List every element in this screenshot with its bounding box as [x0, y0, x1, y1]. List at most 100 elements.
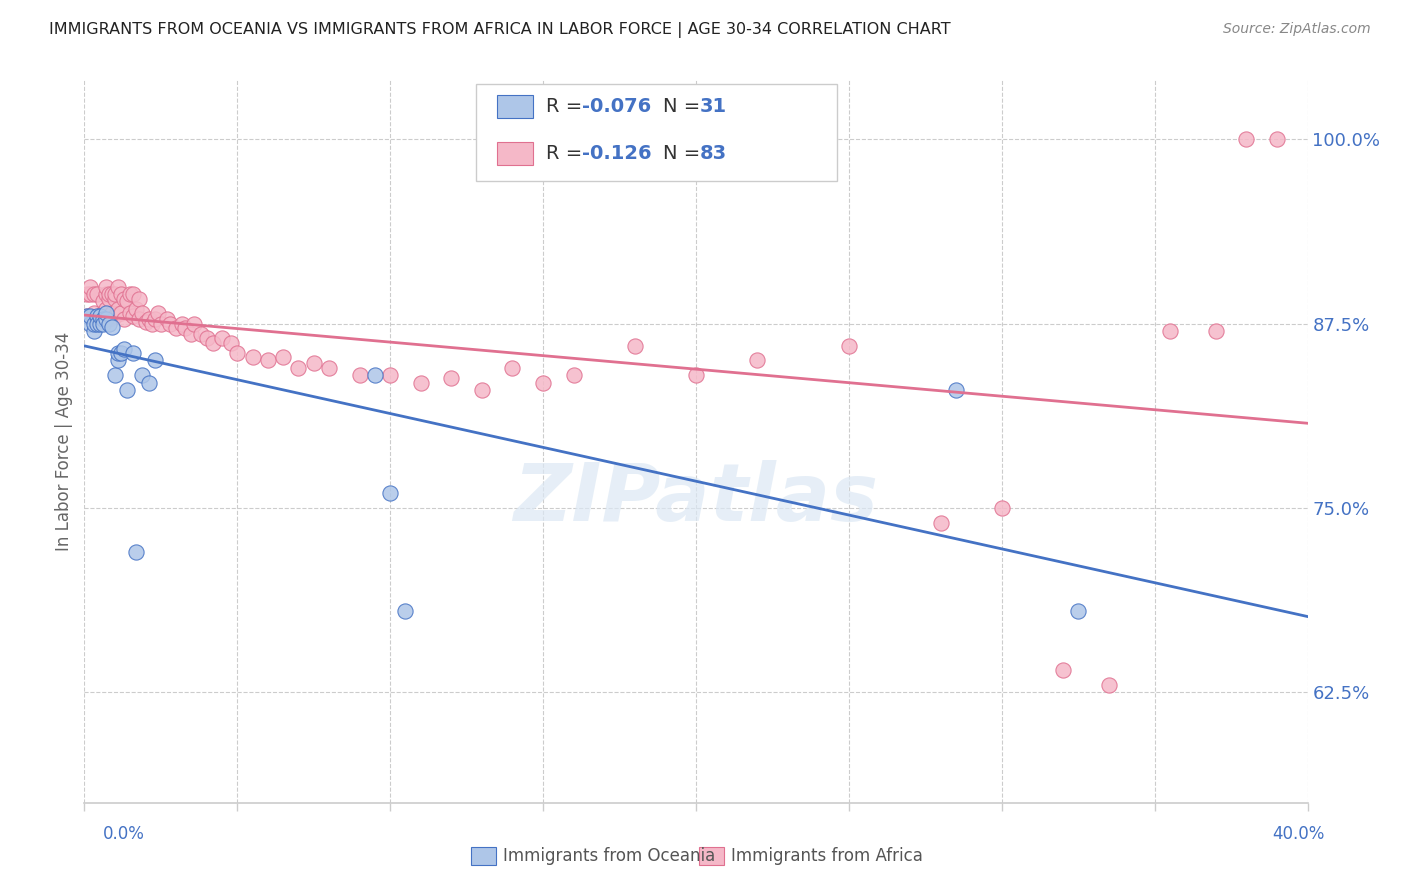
Point	[76, 309, 98, 323]
Point	[287, 360, 309, 375]
Point	[94, 287, 117, 301]
Point	[83, 306, 105, 320]
Point	[110, 346, 132, 360]
Point	[107, 301, 129, 316]
Point	[112, 342, 135, 356]
Point	[91, 294, 114, 309]
Point	[172, 317, 194, 331]
Point	[104, 292, 127, 306]
Point	[174, 321, 197, 335]
Point	[1205, 324, 1227, 338]
Point	[125, 301, 148, 316]
Point	[141, 317, 163, 331]
Text: N =: N =	[664, 144, 700, 162]
Point	[131, 306, 153, 320]
Point	[226, 346, 249, 360]
Point	[838, 339, 860, 353]
Point	[76, 287, 98, 301]
Point	[471, 383, 494, 397]
Text: 40.0%: 40.0%	[1272, 825, 1324, 843]
Point	[120, 287, 142, 301]
Point	[242, 351, 264, 365]
Point	[562, 368, 585, 383]
Text: R =: R =	[546, 97, 582, 116]
Point	[143, 312, 166, 326]
Point	[271, 351, 294, 365]
Point	[195, 331, 218, 345]
Text: 0.0%: 0.0%	[103, 825, 145, 843]
Point	[128, 292, 150, 306]
Point	[83, 287, 105, 301]
Point	[97, 317, 120, 331]
Point	[83, 324, 105, 338]
FancyBboxPatch shape	[496, 142, 533, 165]
Point	[409, 376, 432, 390]
Point	[929, 516, 952, 530]
Point	[440, 371, 463, 385]
Point	[394, 604, 416, 618]
Point	[89, 309, 111, 323]
Point	[380, 368, 402, 383]
Point	[1067, 604, 1090, 618]
Point	[94, 279, 117, 293]
Point	[131, 368, 153, 383]
Point	[101, 287, 124, 301]
FancyBboxPatch shape	[496, 95, 533, 118]
Text: 31: 31	[700, 97, 727, 116]
Point	[112, 312, 135, 326]
Text: -0.076: -0.076	[582, 97, 651, 116]
Point	[91, 317, 114, 331]
Point	[83, 317, 105, 331]
Point	[128, 312, 150, 326]
Point	[107, 353, 129, 368]
Point	[89, 312, 111, 326]
Point	[747, 353, 769, 368]
Point	[945, 383, 967, 397]
Point	[115, 294, 138, 309]
Point	[1052, 663, 1074, 677]
Point	[110, 287, 132, 301]
Point	[135, 315, 157, 329]
Point	[86, 287, 108, 301]
Point	[159, 317, 181, 331]
Point	[107, 346, 129, 360]
Point	[104, 368, 127, 383]
Point	[115, 383, 138, 397]
Point	[91, 312, 114, 326]
Point	[138, 376, 160, 390]
Point	[201, 335, 224, 350]
Point	[991, 500, 1014, 515]
Point	[183, 317, 205, 331]
Text: Source: ZipAtlas.com: Source: ZipAtlas.com	[1223, 22, 1371, 37]
Point	[1265, 132, 1288, 146]
Point	[86, 309, 108, 323]
Point	[190, 326, 212, 341]
Point	[318, 360, 340, 375]
Text: N =: N =	[664, 97, 700, 116]
Text: R =: R =	[546, 144, 582, 162]
Point	[110, 306, 132, 320]
Point	[122, 287, 145, 301]
Point	[143, 353, 166, 368]
Point	[79, 279, 101, 293]
Point	[349, 368, 371, 383]
Point	[211, 331, 233, 345]
Text: -0.126: -0.126	[582, 144, 652, 162]
Point	[1236, 132, 1258, 146]
Text: Immigrants from Oceania: Immigrants from Oceania	[503, 847, 716, 865]
Point	[122, 309, 145, 323]
Point	[624, 339, 647, 353]
Point	[101, 306, 124, 320]
Text: 83: 83	[700, 144, 727, 162]
Point	[104, 309, 127, 323]
Point	[156, 312, 179, 326]
Point	[79, 287, 101, 301]
Point	[112, 292, 135, 306]
Text: Immigrants from Africa: Immigrants from Africa	[731, 847, 922, 865]
Point	[97, 292, 120, 306]
Point	[79, 317, 101, 331]
Point	[86, 317, 108, 331]
Point	[107, 279, 129, 293]
Text: ZIPatlas: ZIPatlas	[513, 460, 879, 539]
FancyBboxPatch shape	[475, 84, 837, 181]
